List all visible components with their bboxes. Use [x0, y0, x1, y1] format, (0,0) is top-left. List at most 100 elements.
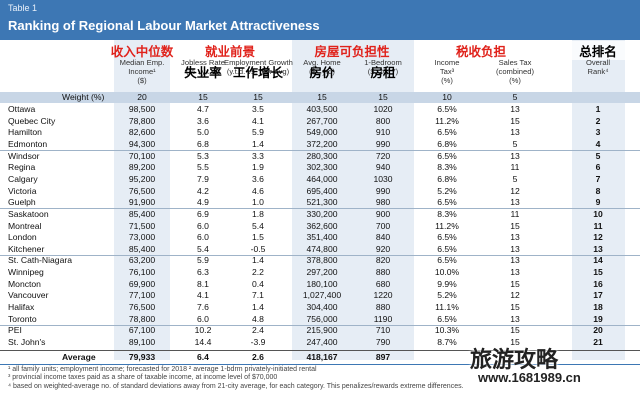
table-cell: 12	[593, 232, 603, 243]
table-cell: 330,200	[306, 208, 338, 219]
table-cell: 76,500	[128, 302, 156, 313]
table-cell: 13	[510, 197, 520, 208]
table-cell: 5.4	[252, 220, 264, 231]
table-cell: 6.5%	[437, 150, 457, 161]
table-cell: 4.9	[197, 197, 209, 208]
table-cell: 95,200	[128, 173, 156, 184]
table-cell: 8.3%	[437, 208, 457, 219]
city-name: PEI	[8, 325, 22, 336]
table-cell: 78,800	[128, 115, 156, 126]
footnote: ³ provincial income taxes paid as a shar…	[8, 374, 278, 382]
table-cell: 6.0	[197, 220, 209, 231]
table-cell: 6.5%	[437, 243, 457, 254]
table-cell: 920	[375, 243, 391, 254]
weight-value: 20	[137, 92, 147, 102]
footnote: ⁴ based on weighted-average no. of stand…	[8, 382, 464, 390]
table-cell: -3.9	[250, 337, 266, 347]
table-cell: 940	[375, 162, 391, 173]
table-cell: 69,900	[128, 278, 156, 289]
table-cell: 13	[510, 255, 520, 266]
table-cell: 10.2	[194, 325, 212, 336]
table-cell: 6.8	[197, 138, 209, 149]
table-cell: 1,027,400	[302, 290, 342, 301]
row-separator	[0, 150, 640, 152]
table-cell: 6.5%	[437, 127, 457, 138]
table-cell: 4.1	[197, 290, 209, 301]
city-name: Edmonton	[8, 138, 48, 149]
table-cell: 800	[375, 115, 391, 126]
table-cell: 297,200	[306, 267, 338, 278]
table-cell: 6.5%	[437, 197, 457, 208]
table-cell: 2.2	[252, 267, 264, 278]
column-header: Employment Growth	[224, 58, 293, 67]
table-cell: 9	[595, 197, 601, 208]
group-annotation: 总排名	[538, 41, 640, 60]
table-cell: 13	[510, 313, 520, 324]
table-cell: 1190	[373, 313, 393, 324]
table-cell: 15	[510, 337, 520, 347]
table-cell: 20	[593, 325, 603, 336]
table-cell: 2.4	[252, 325, 264, 336]
column-header: ($, 2017)	[367, 67, 399, 76]
table-cell: 756,000	[306, 313, 338, 324]
table-cell: 521,300	[306, 197, 338, 208]
weight-label: Weight (%)	[62, 92, 105, 102]
table-cell: 6.5%	[437, 232, 457, 243]
table-cell: 549,000	[306, 127, 338, 138]
table-cell: 280,300	[306, 150, 338, 161]
table-cell: 11	[510, 208, 520, 219]
table-cell: 990	[375, 138, 391, 149]
table-cell: 474,800	[306, 243, 338, 254]
table-cell: 15	[593, 267, 603, 278]
table-cell: 11	[510, 162, 520, 173]
table-cell: 880	[375, 302, 391, 313]
table-cell: 4.2	[197, 185, 209, 196]
table-cell: 1.9	[252, 162, 264, 173]
table-cell: 15	[510, 115, 520, 126]
table-cell: 267,700	[306, 115, 338, 126]
table-cell: 710	[375, 325, 391, 336]
table-cell: 85,400	[128, 208, 156, 219]
table-cell: 351,400	[306, 232, 338, 243]
table-cell: 0.4	[252, 278, 264, 289]
city-name: St. John's	[8, 337, 46, 347]
table-cell: 78,800	[128, 313, 156, 324]
city-name: Windsor	[8, 150, 40, 161]
table-cell: 13	[510, 243, 520, 254]
table-cell: 464,000	[306, 173, 338, 184]
table-cell: 1030	[373, 173, 393, 184]
table-cell: 15	[510, 278, 520, 289]
column-header: (% : y.t.d.)	[185, 67, 221, 76]
table-cell: 89,100	[128, 337, 156, 347]
group-annotation: 就业前景	[204, 45, 255, 59]
table-cell: 1.4	[252, 255, 264, 266]
watermark: 旅游攻略	[470, 347, 559, 372]
table-cell: 18	[593, 302, 603, 313]
table-cell: 8.1	[197, 278, 209, 289]
table-cell: 71,500	[128, 220, 156, 231]
column-header: Sales Tax	[498, 58, 532, 67]
watermark-url: www.1681989.cn	[478, 370, 581, 385]
table-cell: 5.2%	[437, 290, 457, 301]
table-cell: 1220	[373, 290, 393, 301]
city-name: Saskatoon	[8, 208, 49, 219]
table-cell: 6.9	[197, 208, 209, 219]
table-cell: 91,900	[128, 197, 156, 208]
row-separator	[0, 208, 640, 210]
city-name: Toronto	[8, 313, 37, 324]
table-cell: 10.3%	[434, 325, 460, 336]
table-cell: 7	[595, 173, 601, 184]
table-cell: 900	[375, 208, 391, 219]
overlay-annotation: 房价	[309, 66, 335, 80]
table-cell: 5.2%	[437, 185, 457, 196]
table-cell: 4.1	[252, 115, 264, 126]
table-cell: 362,600	[306, 220, 338, 231]
group-annotation: 房屋可负担性	[314, 45, 390, 59]
table-cell: 372,200	[306, 138, 338, 149]
table-cell: 70,100	[128, 150, 156, 161]
table-cell: 1.4	[252, 138, 264, 149]
table-cell: 8.3%	[437, 162, 457, 173]
table-cell: 304,400	[306, 302, 338, 313]
table-cell: 11.1%	[435, 302, 459, 313]
overlay-annotation: 工作增长	[232, 66, 283, 80]
